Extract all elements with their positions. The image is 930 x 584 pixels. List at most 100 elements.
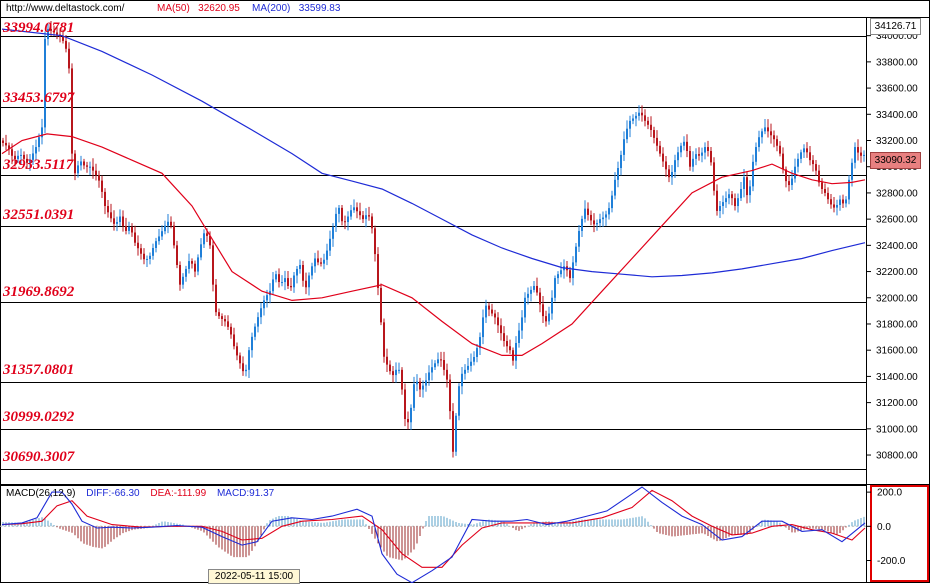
candle-body <box>17 155 19 160</box>
candle-body <box>257 317 259 327</box>
candle-body <box>173 225 175 246</box>
candle-body <box>602 217 604 220</box>
level-label: 30690.3007 <box>3 449 75 465</box>
candle-body <box>362 215 364 220</box>
candle-body <box>368 215 370 217</box>
candle-body <box>434 363 436 368</box>
candle-body <box>545 316 547 322</box>
candle-body <box>680 145 682 153</box>
ma200-label: MA(200) <box>252 3 291 14</box>
candle-body <box>719 206 721 211</box>
y-tick-label: 31200.00 <box>876 398 918 409</box>
candle-body <box>695 154 697 159</box>
candle-body <box>668 169 670 178</box>
candle-body <box>224 318 226 322</box>
candle-body <box>827 192 829 200</box>
macd-diff-line <box>1 486 866 583</box>
candle-body <box>713 162 715 191</box>
candle-body <box>686 141 688 151</box>
candle-body <box>101 180 103 192</box>
candle-body <box>659 145 661 154</box>
macd-diff: DIFF:-66.30 <box>86 488 140 499</box>
candle-body <box>755 147 757 162</box>
candle-body <box>794 166 796 179</box>
candle-body <box>170 221 172 226</box>
y-tick-label: 33400.00 <box>876 110 918 121</box>
source-url[interactable]: http://www.deltastock.com/ <box>6 3 125 14</box>
candle-body <box>698 154 700 156</box>
candle-body <box>137 242 139 249</box>
candle-body <box>740 188 742 199</box>
candle-body <box>758 137 760 148</box>
candle-body <box>851 162 853 180</box>
candle-body <box>716 190 718 211</box>
y-tick-label: 31800.00 <box>876 319 918 330</box>
ma50-value: 32620.95 <box>198 3 240 14</box>
candle-body <box>311 266 313 276</box>
y-tick-label: 34000.00 <box>876 31 918 42</box>
candle-body <box>419 381 421 390</box>
candle-body <box>206 233 208 236</box>
candle-body <box>683 141 685 146</box>
candle-body <box>731 194 733 199</box>
candle-body <box>608 208 610 215</box>
candle-body <box>41 127 43 138</box>
candle-body <box>506 341 508 347</box>
candle-body <box>521 317 523 331</box>
candle-body <box>194 263 196 272</box>
candle-body <box>800 152 802 159</box>
y-tick-label: 32600.00 <box>876 215 918 226</box>
candle-body <box>332 226 334 239</box>
y-tick-label: 31000.00 <box>876 424 918 435</box>
candle-body <box>782 153 784 170</box>
candle-body <box>599 219 601 224</box>
candle-body <box>323 259 325 264</box>
candle-body <box>113 218 115 224</box>
candle-body <box>746 177 748 196</box>
candle-body <box>149 255 151 259</box>
candle-body <box>146 258 148 260</box>
candle-body <box>830 199 832 205</box>
candle-body <box>497 317 499 326</box>
candle-body <box>128 226 130 231</box>
candle-body <box>383 322 385 357</box>
candle-body <box>491 309 493 314</box>
candle-body <box>476 348 478 358</box>
ma200-line <box>1 28 866 278</box>
candle-body <box>203 233 205 245</box>
candle-body <box>437 359 439 364</box>
candle-body <box>725 198 727 203</box>
candle-body <box>185 268 187 277</box>
moving-averages <box>1 28 866 356</box>
candle-body <box>677 152 679 161</box>
candle-body <box>254 326 256 337</box>
candle-body <box>92 166 94 171</box>
candle-body <box>509 346 511 351</box>
macd-header: MACD(26,12,9) DIFF:-66.30 DEA:-111.99 MA… <box>6 488 282 499</box>
candle-body <box>71 68 73 154</box>
level-label: 33994.0781 <box>3 20 75 36</box>
candle-body <box>374 228 376 255</box>
level-lines <box>0 36 866 470</box>
candle-body <box>656 137 658 146</box>
candle-body <box>575 246 577 263</box>
candle-body <box>443 360 445 370</box>
candle-body <box>626 128 628 140</box>
level-label: 30999.0292 <box>3 409 75 425</box>
candle-body <box>581 218 583 231</box>
candle-body <box>413 384 415 408</box>
candle-body <box>401 369 403 390</box>
candle-body <box>272 279 274 292</box>
candle-body <box>734 198 736 207</box>
candle-body <box>605 214 607 218</box>
candle-body <box>776 139 778 146</box>
candle-body <box>764 127 766 132</box>
candle-body <box>320 262 322 264</box>
candle-body <box>200 244 202 258</box>
candles <box>2 21 865 458</box>
candle-body <box>440 359 442 361</box>
candle-body <box>620 154 622 169</box>
y-tick-label: 32000.00 <box>876 293 918 304</box>
candle-body <box>83 161 85 166</box>
